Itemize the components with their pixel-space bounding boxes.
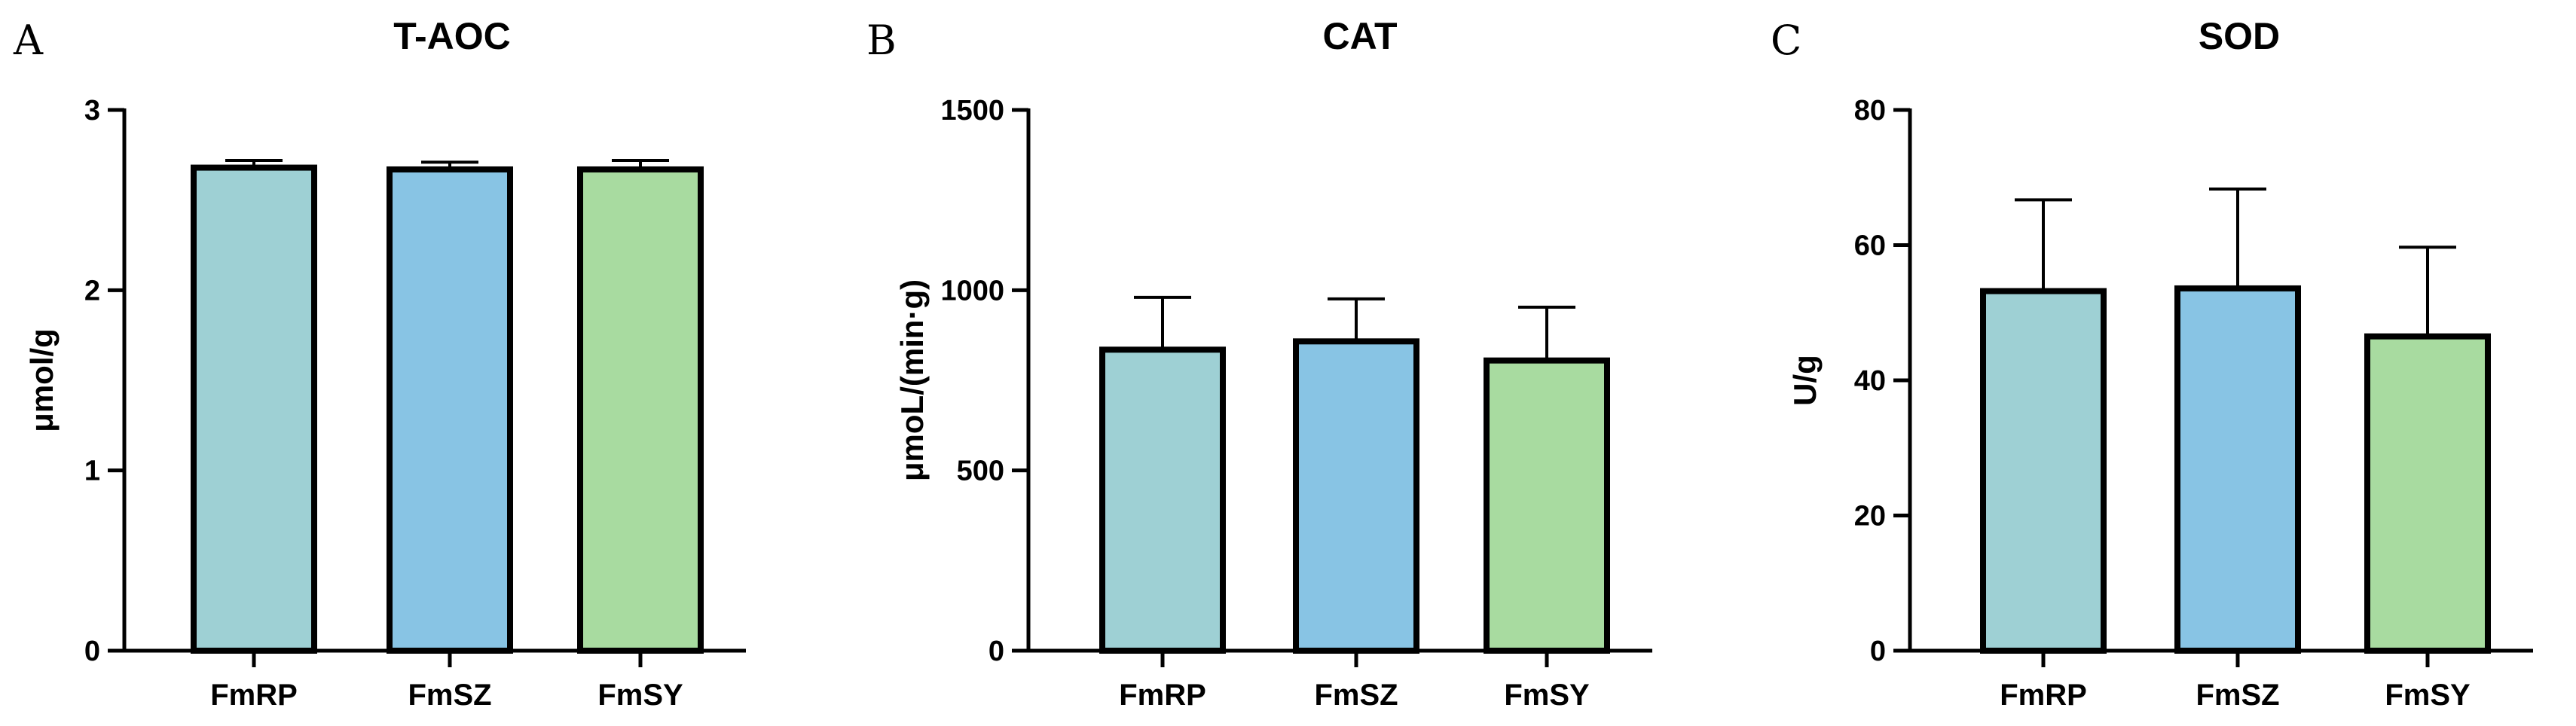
y-tick-label: 1500 xyxy=(940,95,1004,127)
bar-fmsy xyxy=(577,166,704,654)
category-label: FmSY xyxy=(1504,679,1590,712)
chart-title: SOD xyxy=(2199,15,2280,57)
bar-fmsz xyxy=(1293,338,1419,654)
y-tick-label: 0 xyxy=(989,636,1004,667)
category-label: FmSY xyxy=(2385,679,2471,712)
category-label: FmSZ xyxy=(2196,679,2279,712)
y-axis-label: μmoL/(min·g) xyxy=(894,279,930,481)
y-tick-label: 80 xyxy=(1854,95,1886,127)
panel-letter: A xyxy=(13,17,44,64)
category-label: FmSZ xyxy=(408,679,491,712)
panel-letter: C xyxy=(1771,17,1801,64)
bar-fmrp xyxy=(1980,288,2107,654)
chart-panel-c: C SOD U/g FmRP FmSZ FmSY 0 20 40 60 80 xyxy=(1771,15,2533,712)
bar-fmrp xyxy=(1099,346,1226,654)
y-tick-label: 40 xyxy=(1854,365,1886,397)
category-label: FmRP xyxy=(210,679,298,712)
y-tick-label: 60 xyxy=(1854,230,1886,262)
y-tick-label: 2 xyxy=(84,275,100,307)
category-label: FmSZ xyxy=(1314,679,1398,712)
y-tick-label: 0 xyxy=(1870,636,1886,667)
chart-panel-a: A T-AOC μmol/g FmRP FmSZ FmSY 0 1 2 3 xyxy=(13,15,746,712)
bar-fmsy xyxy=(2364,333,2491,654)
bar-fmsy xyxy=(1484,357,1610,654)
bar-fmrp xyxy=(191,164,317,654)
y-tick-label: 0 xyxy=(84,636,100,667)
y-tick-label: 1 xyxy=(84,456,100,487)
panel-letter: B xyxy=(866,17,897,64)
chart-title: CAT xyxy=(1322,15,1397,57)
category-label: FmRP xyxy=(2000,679,2087,712)
chart-panel-b: B CAT μmoL/(min·g) FmRP FmSZ FmSY 0 500 1000 1500 xyxy=(866,15,1652,712)
y-tick-label: 1000 xyxy=(940,275,1004,307)
y-tick-label: 500 xyxy=(957,456,1004,487)
y-tick-label: 3 xyxy=(84,95,100,127)
category-label: FmSY xyxy=(597,679,683,712)
y-axis-label: U/g xyxy=(1787,355,1823,406)
chart-title: T-AOC xyxy=(393,15,511,57)
bar-fmsz xyxy=(2174,285,2301,654)
y-tick-label: 20 xyxy=(1854,501,1886,532)
y-axis-label: μmol/g xyxy=(24,328,60,432)
bar-fmsz xyxy=(387,166,513,654)
category-label: FmRP xyxy=(1119,679,1206,712)
